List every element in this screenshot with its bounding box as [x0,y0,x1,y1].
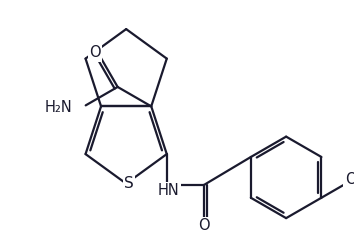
Text: HN: HN [158,184,179,199]
Text: O: O [198,218,210,233]
Text: S: S [124,176,134,191]
Text: O: O [89,45,101,60]
Text: H₂N: H₂N [44,100,72,115]
Text: O: O [345,172,354,187]
